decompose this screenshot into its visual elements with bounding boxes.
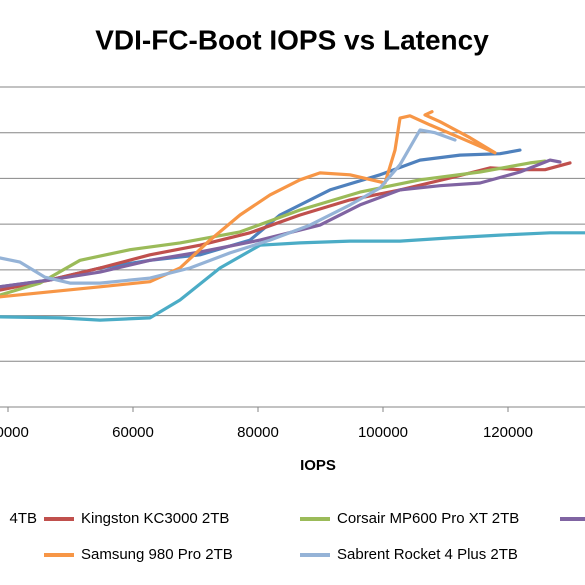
series-line [0,158,562,289]
x-tick-label: 120000 [483,424,533,441]
legend-label: Kingston KC3000 2TB [81,510,229,527]
chart-title: VDI-FC-Boot IOPS vs Latency [95,24,489,55]
series-line [0,231,585,322]
x-tick-label: 40000 [0,424,29,441]
legend-label: Corsair MP600 Pro XT 2TB [337,510,519,527]
series-line [0,159,547,297]
x-tick-label: 80000 [237,424,279,441]
series-line [0,148,522,289]
legend-label: Sabrent Rocket 4 Plus 2TB [337,546,518,563]
x-tick-label: 60000 [112,424,154,441]
series-line [0,161,572,292]
x-tick-label: 100000 [358,424,408,441]
x-axis-label: IOPS [300,457,336,474]
series-line [0,110,497,299]
legend-label: Samsung 980 Pro 2TB [81,546,233,563]
legend-label: 4TB [9,510,37,527]
series-line [0,128,457,285]
